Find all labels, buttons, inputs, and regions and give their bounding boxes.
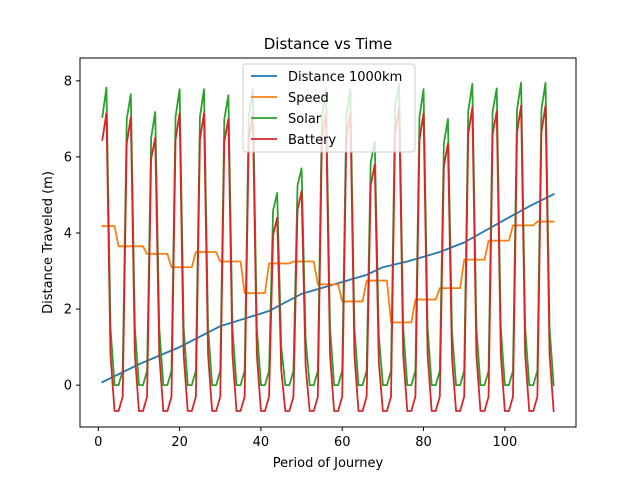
plot-area — [79, 57, 577, 428]
chart-title: Distance vs Time — [264, 35, 393, 53]
y-tick-label: 0 — [64, 379, 72, 394]
x-tick-label: 20 — [171, 435, 188, 450]
legend-box — [242, 63, 416, 153]
series-line-0 — [101, 192, 555, 384]
y-tick-label: 6 — [64, 150, 72, 165]
x-tick-label: 80 — [415, 435, 432, 450]
x-axis: 0 20 40 60 80 100 — [94, 427, 517, 450]
y-tick-label: 4 — [64, 226, 72, 241]
legend-label: Speed — [288, 91, 329, 106]
x-tick-label: 100 — [492, 435, 517, 450]
axes-frame — [79, 57, 577, 428]
legend-label: Distance 1000km — [288, 70, 402, 85]
x-tick-label: 60 — [334, 435, 351, 450]
legend-label: Battery — [288, 133, 336, 148]
y-tick-label: 2 — [64, 303, 72, 318]
y-axis-label: Distance Traveled (m) — [41, 171, 56, 314]
legend: Distance 1000km Speed Solar Battery — [242, 63, 416, 153]
legend-label: Solar — [288, 112, 322, 127]
series-line-3 — [101, 104, 555, 412]
series-layer — [101, 81, 555, 412]
x-tick-label: 0 — [94, 435, 102, 450]
y-axis: 0 2 4 6 8 — [64, 74, 80, 394]
x-axis-label: Period of Journey — [273, 456, 384, 471]
x-tick-label: 40 — [253, 435, 270, 450]
y-tick-label: 8 — [64, 74, 72, 89]
